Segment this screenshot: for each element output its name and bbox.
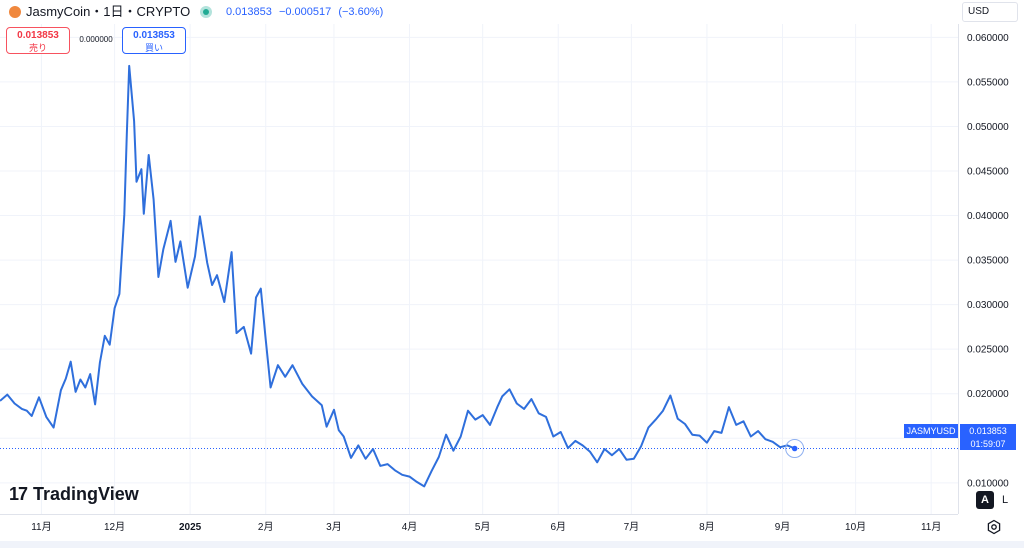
y-tick-label: 0.030000 [967,300,1009,311]
last-point-halo [785,438,805,458]
chart-header: JasmyCoin・1日・CRYPTO 0.013853 −0.000517 (… [0,0,958,24]
x-tick-label: 7月 [624,521,640,533]
auto-scale-button[interactable]: A [976,491,994,509]
y-tick-label: 0.040000 [967,211,1009,222]
x-tick-label: 11月 [921,521,941,533]
header-change: −0.000517 [278,6,332,18]
time-axis[interactable]: 11月 12月 2025 2月 3月 4月 5月 6月 7月 8月 9月 10月 11月 [31,521,941,533]
y-tick-label: 0.055000 [967,77,1009,88]
last-point-marker [791,445,798,452]
jasmy-coin-icon [9,6,21,18]
x-tick-label: 3月 [326,521,342,533]
bottom-strip [0,541,1024,548]
buy-button[interactable]: 0.013853 買い [122,27,186,54]
y-tick-label: 0.035000 [967,256,1009,267]
badge-price: 0.013853 [960,424,1016,438]
x-tick-label: 2025 [179,522,202,533]
x-tick-label: 8月 [699,521,715,533]
sell-label: 売り [28,43,47,53]
tradingview-logo-text: TradingView [33,484,139,504]
badge-countdown: 01:59:07 [960,438,1016,450]
x-tick-label: 10月 [845,521,866,533]
y-tick-label: 0.020000 [967,389,1009,400]
spread-value: 0.000000 [79,35,113,44]
y-tick-label: 0.045000 [967,167,1009,178]
symbol-title[interactable]: JasmyCoin・1日・CRYPTO [26,4,191,19]
tradingview-logo[interactable]: 17 TradingView [9,484,139,505]
buy-price: 0.013853 [133,30,175,41]
header-quote: 0.013853 −0.000517 (−3.60%) [226,4,387,20]
y-tick-label: 0.010000 [967,478,1009,489]
time-axis-border [0,514,958,515]
header-change-pct: (−3.60%) [338,6,384,18]
x-tick-label: 12月 [104,521,125,533]
badge-symbol: JASMYUSD [904,424,958,438]
settings-gear-icon[interactable] [986,519,1002,535]
log-scale-button[interactable]: L [1001,494,1009,506]
market-status-dot-icon[interactable] [200,6,212,18]
buy-label: 買い [144,43,163,53]
sell-button[interactable]: 0.013853 売り [6,27,70,54]
x-tick-label: 4月 [402,521,418,533]
currency-select[interactable]: USD [962,2,1018,22]
price-axis-border [958,24,959,514]
y-tick-label: 0.060000 [967,33,1009,44]
header-last-price: 0.013853 [226,6,272,18]
x-tick-label: 5月 [475,521,491,533]
price-series-line [0,64,796,488]
x-tick-label: 11月 [31,521,51,533]
chart-grid [0,24,958,514]
x-tick-label: 6月 [550,521,566,533]
x-tick-label: 2月 [258,521,274,533]
y-tick-label: 0.050000 [967,122,1009,133]
price-axis[interactable]: 0.060000 0.055000 0.050000 0.045000 0.040000… [967,33,1009,489]
sell-price: 0.013853 [17,30,59,41]
y-tick-label: 0.025000 [967,345,1009,356]
tradingview-logo-mark: 17 [9,484,28,504]
x-tick-label: 9月 [775,521,791,533]
